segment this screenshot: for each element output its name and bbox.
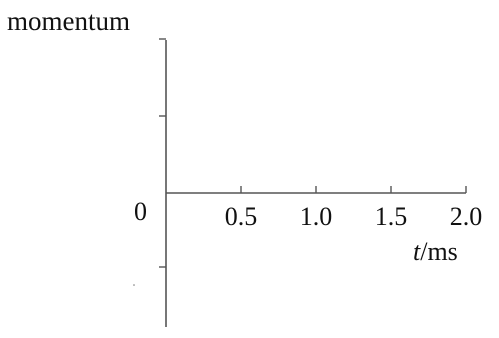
- x-tick-label: 0.5: [225, 202, 258, 231]
- y-axis-ticks: [159, 38, 166, 268]
- x-tick-label: 1.5: [375, 202, 408, 231]
- x-axis-ticks: [240, 186, 467, 193]
- x-axis-symbol: t: [413, 237, 421, 266]
- x-axis-unit: /ms: [420, 237, 458, 266]
- x-tick-label: 2.0: [450, 202, 483, 231]
- scan-speck: [133, 284, 135, 286]
- x-axis-tick-labels: 0.5 1.0 1.5 2.0: [225, 202, 483, 231]
- x-axis-label: t/ms: [413, 237, 458, 266]
- origin-label: 0: [134, 197, 147, 226]
- y-axis-label: momentum: [7, 6, 130, 36]
- x-tick-label: 1.0: [300, 202, 333, 231]
